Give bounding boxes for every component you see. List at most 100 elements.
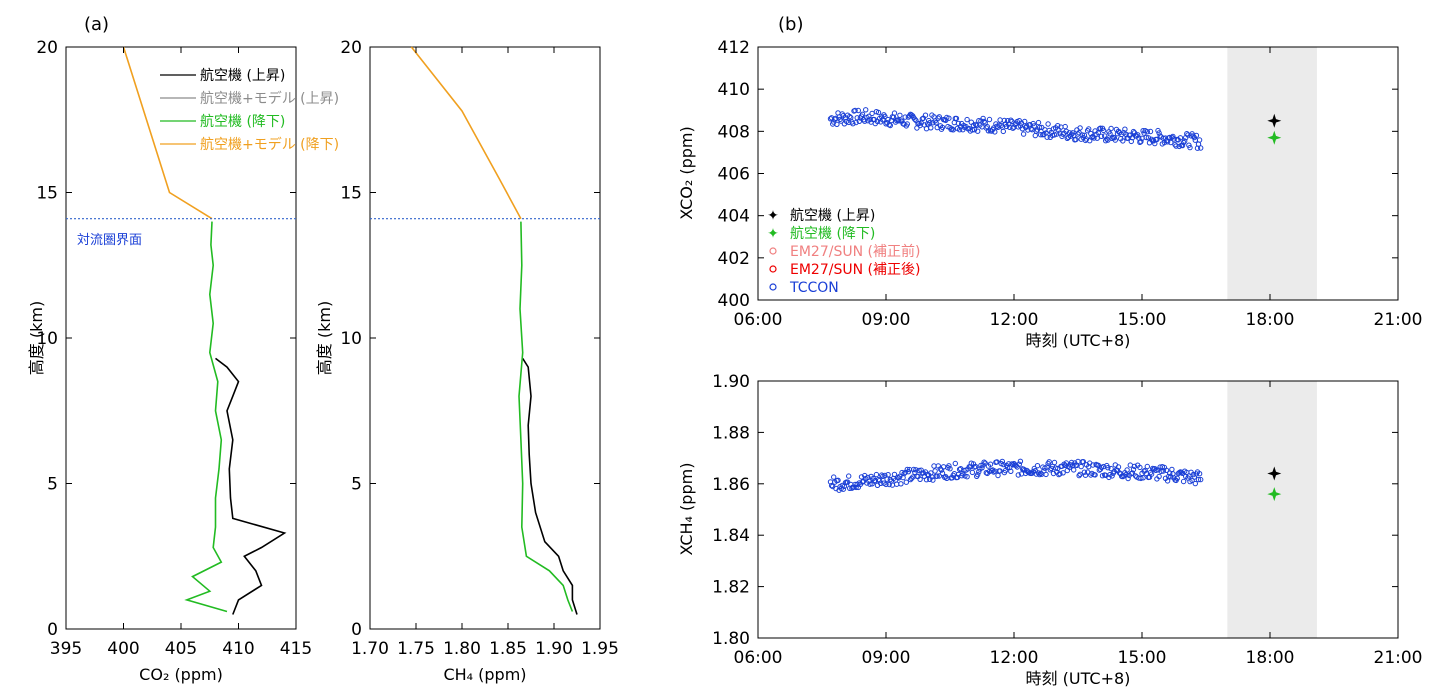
- xch4_timeseries-point: [878, 480, 884, 486]
- xco2_timeseries-point: [975, 128, 981, 134]
- xch4_timeseries-point: [1108, 465, 1114, 472]
- xco2-ylabel: XCO₂ (ppm): [677, 126, 696, 219]
- co2-ylabel: 高度 (km): [27, 301, 46, 375]
- xco2_timeseries-point: [1006, 121, 1012, 127]
- xch4_timeseries-point: [994, 459, 1000, 465]
- xco2_timeseries-ytick-label: 412: [718, 38, 750, 58]
- xco2_timeseries-point: [1173, 143, 1179, 149]
- xco2_timeseries-point: [882, 113, 888, 120]
- xco2_timeseries-point: [1010, 125, 1016, 131]
- xch4_timeseries-point: [831, 474, 837, 480]
- xch4_timeseries-point: [1076, 472, 1082, 479]
- xch4_timeseries-xtick-label: 09:00: [862, 648, 911, 668]
- xco2_timeseries-point: [1095, 129, 1102, 136]
- ch4_profile-ytick-label: 5: [351, 475, 362, 495]
- xco2_timeseries-point: [1147, 128, 1154, 135]
- xco2_timeseries-point: [936, 114, 942, 120]
- xco2_timeseries-point: [863, 107, 869, 113]
- legend-circle-after-icon: [769, 265, 777, 273]
- ch4-profile-plot: 1.70 1.75 1.80 1.85 1.90 1.95 0 5 10 15 20 CH₄ (pp…: [315, 38, 619, 684]
- co2-series-group: [122, 46, 287, 615]
- xch4_timeseries-point: [1142, 467, 1148, 474]
- xch4_timeseries-point: [936, 473, 942, 479]
- legend-star-descent-icon: ✦: [767, 226, 779, 242]
- xch4_timeseries-point: [901, 470, 907, 477]
- xch4-ticks: 06:00 09:00 12:00 15:00 18:00 21:00 1.80 1.82 1.…: [712, 372, 1422, 668]
- xco2_timeseries-point: [1077, 125, 1083, 131]
- co2_profile-ytick-label: 5: [47, 475, 58, 495]
- xco2_timeseries-point: [896, 118, 902, 124]
- profile-legend: 航空機 (上昇) 航空機+モデル (上昇) 航空機 (降下) 航空機+モデル (…: [160, 68, 339, 153]
- xco2_timeseries-point: [853, 119, 859, 126]
- xch4_timeseries-point: [1071, 467, 1077, 473]
- xco2_timeseries-point: [897, 112, 903, 119]
- xch4_timeseries-point: [1008, 468, 1014, 474]
- xco2_timeseries-point: [1038, 132, 1044, 138]
- xco2_timeseries-point: [933, 120, 939, 126]
- xco2_timeseries-point: [850, 121, 856, 127]
- co2_profile-xtick-label: 405: [165, 639, 197, 659]
- xch4_timeseries-point: [1043, 471, 1049, 478]
- xch4_timeseries-point: [979, 465, 985, 471]
- xch4_timeseries-point: [1081, 469, 1088, 475]
- xch4_timeseries-point: [853, 484, 859, 491]
- xco2_timeseries-point: [1135, 132, 1141, 138]
- co2_profile-ytick-label: 15: [36, 184, 58, 204]
- co2_profile-xtick-label: 415: [280, 639, 312, 659]
- xch4_timeseries-point: [856, 480, 862, 486]
- ch4_profile-xtick-label: 1.75: [397, 639, 435, 659]
- xco2_timeseries-point: [964, 116, 970, 123]
- xch4_timeseries-ytick-label: 1.84: [712, 526, 750, 546]
- xco2_timeseries-point: [1198, 145, 1204, 151]
- xco2_timeseries-ytick-label: 406: [718, 165, 750, 185]
- xco2_timeseries-point: [1107, 131, 1113, 137]
- legend-b-after: EM27/SUN (補正後): [790, 262, 920, 278]
- xch4_timeseries-point: [1077, 471, 1083, 477]
- xch4_timeseries-point: [1016, 461, 1022, 467]
- ch4-xlabel: CH₄ (ppm): [443, 665, 526, 684]
- xco2-xlabel: 時刻 (UTC+8): [1026, 331, 1131, 350]
- xco2_timeseries-point: [1019, 126, 1026, 132]
- xco2_timeseries-point: [887, 122, 893, 129]
- xco2_timeseries-point: [974, 122, 980, 129]
- xco2_timeseries-point: [1070, 130, 1076, 136]
- xch4_timeseries-point: [1198, 476, 1204, 483]
- xco2_timeseries-point: [1196, 137, 1203, 143]
- ch4_profile-ytick-label: 15: [340, 184, 362, 204]
- co2-xlabel: CO₂ (ppm): [139, 665, 223, 684]
- legend-circle-before-icon: [769, 247, 777, 255]
- co2-ticks: 395 400 405 410 415 0 5 10 15 20: [36, 38, 312, 659]
- xco2_timeseries-ytick-label: 408: [718, 122, 750, 142]
- ch4_profile-series-22bb22: [518, 221, 574, 612]
- xco2_timeseries-point: [980, 115, 986, 122]
- xch4_timeseries-point: [841, 483, 848, 489]
- co2_profile-series-000000: [215, 357, 287, 615]
- xch4_timeseries-ytick-label: 1.80: [712, 629, 750, 649]
- ch4-series-group: [410, 46, 578, 615]
- xch4_timeseries-point: [1180, 478, 1187, 485]
- xco2_timeseries-point: [982, 120, 988, 126]
- co2_profile-ytick-label: 20: [36, 38, 58, 58]
- ch4_profile-xtick-label: 1.70: [351, 639, 389, 659]
- xch4_timeseries-point: [1056, 471, 1062, 478]
- xch4_timeseries-ytick-label: 1.86: [712, 475, 750, 495]
- xch4_timeseries-point: [947, 466, 953, 472]
- xch4_timeseries-point: [1015, 472, 1021, 478]
- xco2_timeseries-ytick-label: 404: [718, 207, 750, 227]
- xch4_timeseries-point: [952, 460, 958, 467]
- xco2_timeseries-point: [1001, 117, 1008, 124]
- xco2_timeseries-point: [1154, 136, 1160, 143]
- xco2_timeseries-point: [855, 107, 861, 114]
- legend-descent: 航空機 (降下): [200, 114, 285, 130]
- xch4_timeseries-point: [1020, 466, 1027, 472]
- xch4_timeseries-point: [939, 470, 946, 476]
- xch4_timeseries-point: [995, 472, 1001, 479]
- xch4_timeseries-point: [1092, 472, 1098, 478]
- xch4-plot-frame: [757, 380, 1399, 639]
- xco2_timeseries-point: [1079, 132, 1086, 138]
- tropopause-label: 対流圏界面: [77, 233, 142, 248]
- xch4_timeseries-point: [835, 477, 841, 483]
- xco2_timeseries-point: [848, 114, 854, 121]
- xco2_timeseries-point: [1100, 127, 1107, 134]
- xch4_timeseries-point: [1148, 471, 1155, 477]
